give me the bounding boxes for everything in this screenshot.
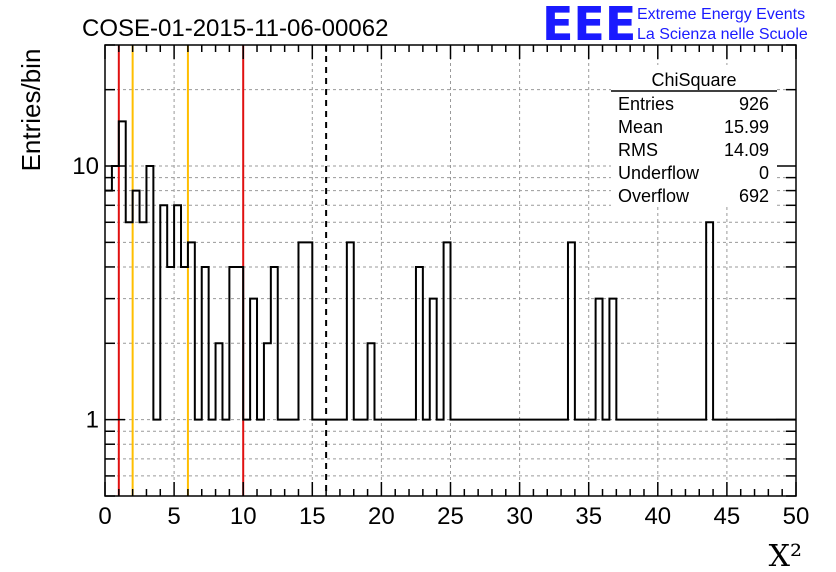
stats-value: 926 bbox=[739, 94, 769, 114]
y-tick-label: 10 bbox=[72, 153, 99, 180]
eee-logo: EEE Extreme Energy Events La Scienza nel… bbox=[542, 0, 808, 51]
x-tick-label: 15 bbox=[299, 503, 326, 530]
x-tick-label: 50 bbox=[783, 503, 810, 530]
stats-box: ChiSquare Entries 926 Mean 15.99 RMS 14.… bbox=[611, 65, 777, 207]
axis-ticks: 0 5 10 15 20 25 30 35 40 45 50 1 10 bbox=[72, 44, 810, 530]
x-tick-label: 30 bbox=[506, 503, 533, 530]
logo-line-1: Extreme Energy Events bbox=[637, 6, 805, 23]
y-axis-label: Entries/bin bbox=[16, 49, 46, 172]
x-axis-label: X² bbox=[769, 539, 802, 572]
x-tick-label: 20 bbox=[368, 503, 395, 530]
x-tick-label: 40 bbox=[644, 503, 671, 530]
stats-label: Overflow bbox=[618, 186, 690, 206]
stats-title: ChiSquare bbox=[651, 70, 736, 90]
eee-logo-mark: EEE bbox=[542, 0, 636, 51]
stats-label: Underflow bbox=[618, 163, 700, 183]
stats-label: RMS bbox=[618, 140, 658, 160]
stats-label: Entries bbox=[618, 94, 674, 114]
chart-title: COSE-01-2015-11-06-00062 bbox=[82, 15, 388, 42]
stats-value: 0 bbox=[759, 163, 769, 183]
stats-value: 692 bbox=[739, 186, 769, 206]
histogram-step-line bbox=[105, 120, 796, 421]
x-tick-label: 5 bbox=[167, 503, 180, 530]
x-tick-label: 25 bbox=[437, 503, 464, 530]
logo-line-2: La Scienza nelle Scuole bbox=[637, 26, 808, 43]
stats-label: Mean bbox=[618, 117, 663, 137]
x-tick-label: 10 bbox=[230, 503, 257, 530]
stats-value: 15.99 bbox=[724, 117, 769, 137]
x-tick-label: 45 bbox=[714, 503, 741, 530]
x-tick-label: 35 bbox=[575, 503, 602, 530]
stats-value: 14.09 bbox=[724, 140, 769, 160]
y-tick-label: 1 bbox=[86, 407, 99, 434]
x-tick-label: 0 bbox=[98, 503, 111, 530]
